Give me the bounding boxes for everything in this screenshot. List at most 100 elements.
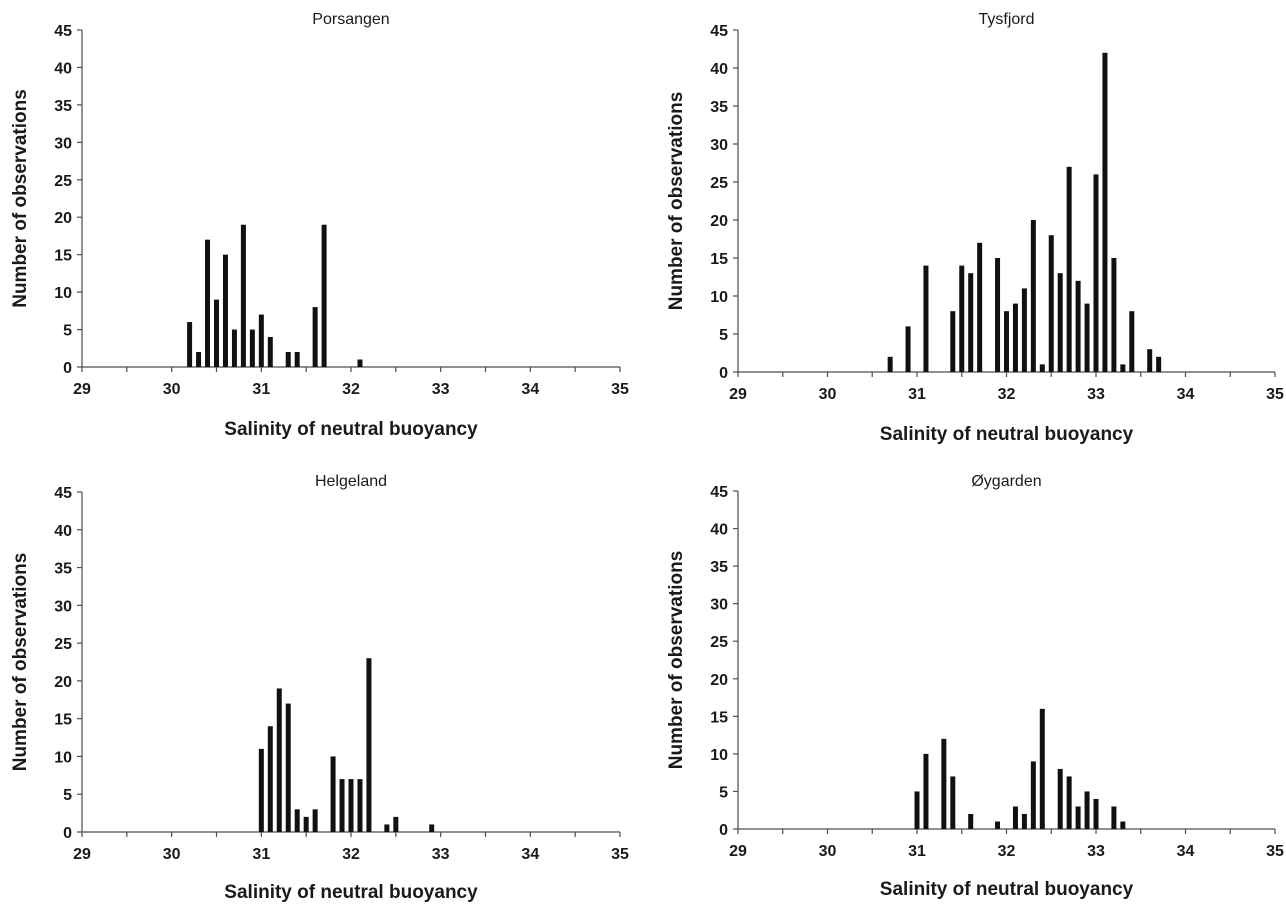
bar-tysfjord [1048,235,1054,372]
bar-porsangen [285,352,291,367]
bar-tysfjord [1129,311,1135,372]
y-tick-label: 0 [719,822,728,839]
bar-helgeland [357,779,363,832]
y-tick-label: 15 [710,709,728,726]
panel-title: Øygarden [971,473,1041,490]
y-tick-label: 10 [710,747,728,764]
x-tick-label: 34 [521,846,539,863]
y-tick-label: 10 [54,285,72,302]
y-axis-title: Number of observations [10,553,31,772]
panel-tysfjord: 0 5 10 15 20 25 30 35 40 45 29 30 31 32 33 34 35 Tysfjord… [666,11,1284,445]
y-tick-label: 25 [54,173,72,190]
bar-helgeland [267,726,273,832]
x-tick-label: 33 [1087,386,1105,403]
y-tick-label: 15 [54,248,72,265]
x-tick-label: 32 [342,381,360,398]
bar-porsangen [222,254,228,367]
bar-oygarden [1021,813,1027,829]
y-tick-label: 15 [710,251,728,268]
bar-tysfjord [1066,166,1072,372]
x-tick-label: 33 [432,846,450,863]
y-tick-label: 35 [54,98,72,115]
x-axis-title: Salinity of neutral buoyancy [880,879,1134,900]
y-tick-label: 45 [710,23,728,40]
y-axis-title: Number of observations [666,551,687,770]
bar-tysfjord [995,258,1001,372]
x-tick-label: 33 [1087,843,1105,860]
y-tick-label: 5 [719,327,728,344]
panel-title: Porsangen [312,11,389,28]
bar-oygarden [1039,708,1045,829]
y-tick-label: 0 [719,365,728,382]
bar-porsangen [249,329,255,367]
panel-title: Helgeland [315,473,387,490]
bar-tysfjord [1039,364,1045,372]
y-tick-label: 15 [54,712,72,729]
bar-porsangen [187,322,193,367]
y-tick-label: 40 [710,61,728,78]
bar-helgeland [339,779,345,832]
panel-title: Tysfjord [978,11,1034,28]
bar-oygarden [941,738,947,829]
bar-tysfjord [977,242,983,372]
y-tick-label: 35 [710,99,728,116]
y-tick-label: 25 [710,175,728,192]
x-tick-label: 34 [521,381,539,398]
x-tick-label: 30 [819,386,837,403]
bar-tysfjord [1030,220,1036,372]
panel-porsangen: 0 5 10 15 20 25 30 35 40 45 29 30 31 32 33 34 35 Porsange… [10,11,629,440]
y-axis-title: Number of observations [666,92,687,311]
x-tick-label: 31 [908,843,926,860]
bar-porsangen [294,352,300,367]
x-tick-label: 29 [729,843,747,860]
bar-helgeland [303,816,309,832]
bar-oygarden [1012,806,1018,829]
y-tick-label: 45 [710,484,728,501]
y-tick-label: 20 [54,674,72,691]
x-tick-label: 32 [342,846,360,863]
bar-tysfjord [968,273,974,372]
panel-oygarden: 0 5 10 15 20 25 30 35 40 45 29 30 31 32 33 34 35 Øygarden… [666,473,1284,900]
bar-tysfjord [1012,303,1018,372]
bar-tysfjord [1075,280,1081,372]
y-tick-label: 25 [54,636,72,653]
bar-helgeland [348,779,354,832]
y-tick-label: 40 [54,523,72,540]
bar-tysfjord [1004,311,1009,372]
y-tick-label: 45 [54,23,72,40]
bar-helgeland [285,703,291,832]
bar-porsangen [321,224,327,367]
bar-oygarden [1111,806,1117,829]
bar-porsangen [205,239,211,367]
panel-helgeland: 0 5 10 15 20 25 30 35 40 45 29 30 31 32 33 34 35 Helgelan… [10,473,629,903]
x-tick-label: 30 [163,846,181,863]
x-tick-label: 35 [1266,386,1284,403]
y-axis-title: Number of observations [10,89,31,308]
x-tick-label: 34 [1177,843,1195,860]
x-tick-label: 32 [998,386,1016,403]
y-tick-label: 20 [710,213,728,230]
y-tick-label: 20 [54,210,72,227]
y-tick-label: 10 [54,749,72,766]
bar-oygarden [1057,768,1063,829]
bar-helgeland [312,809,318,832]
y-tick-label: 5 [63,787,72,804]
bar-tysfjord [1111,258,1117,372]
bar-oygarden [1030,761,1036,829]
x-tick-label: 35 [611,381,629,398]
x-tick-label: 29 [729,386,747,403]
bar-porsangen [357,359,363,367]
x-tick-label: 29 [73,846,91,863]
x-tick-label: 30 [163,381,181,398]
bar-tysfjord [1093,174,1099,372]
bar-helgeland [366,658,372,832]
bar-tysfjord [1084,303,1090,372]
bar-tysfjord [923,265,929,372]
bar-tysfjord [1156,356,1162,372]
x-tick-label: 29 [73,381,91,398]
bar-oygarden [1075,806,1081,829]
bar-tysfjord [887,356,893,372]
x-axis-title: Salinity of neutral buoyancy [224,419,478,440]
